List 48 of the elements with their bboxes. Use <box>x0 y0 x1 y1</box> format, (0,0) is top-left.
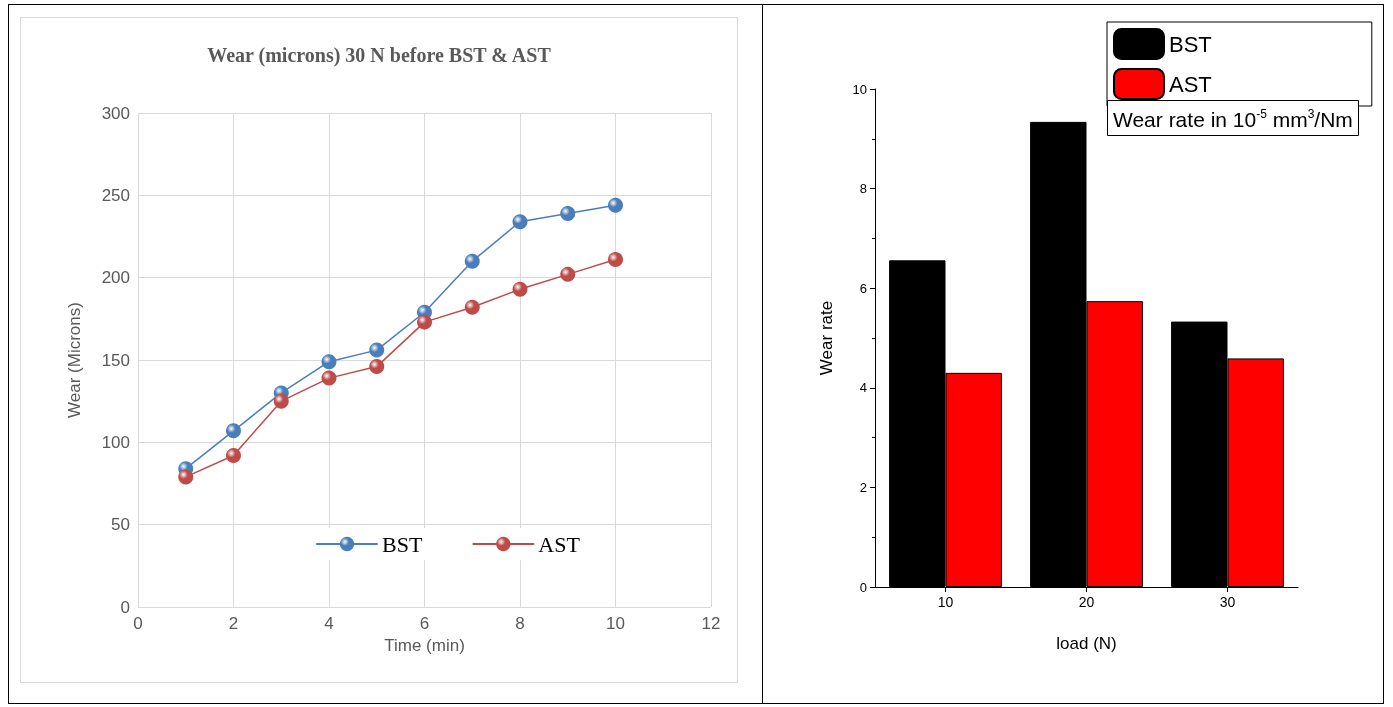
point <box>608 197 623 213</box>
y-axis-title: Wear rate <box>817 300 836 376</box>
point <box>464 253 480 269</box>
y-tick-label: 150 <box>101 350 130 370</box>
point <box>464 299 480 315</box>
chart-title: Wear (microns) 30 N before BST & AST <box>207 44 552 67</box>
point <box>560 266 576 282</box>
x-axis-title: Time (min) <box>384 635 465 655</box>
point <box>608 252 623 268</box>
x-tick-label: 12 <box>701 614 721 633</box>
x-axis-title: load (N) <box>1056 634 1117 653</box>
point <box>369 342 385 358</box>
point <box>560 205 576 221</box>
y-tick-label: 250 <box>101 185 130 205</box>
point <box>321 370 337 386</box>
x-tick-label: 6 <box>419 614 430 633</box>
x-tick-label: 20 <box>1078 594 1095 610</box>
point <box>178 469 194 485</box>
x-tick-label: 10 <box>606 614 625 633</box>
x-tick-label: 0 <box>133 614 143 633</box>
legend-label: BST <box>382 531 423 557</box>
point <box>417 314 432 330</box>
x-tick-label: 4 <box>324 614 334 633</box>
y-tick-label: 200 <box>101 268 130 288</box>
x-tick-label: 8 <box>515 614 525 633</box>
y-tick-label: 0 <box>859 579 867 595</box>
y-tick-label: 50 <box>111 515 130 535</box>
point <box>512 214 528 230</box>
y-tick-label: 4 <box>859 380 867 396</box>
legend-label: AST <box>1169 71 1212 97</box>
point <box>321 354 337 370</box>
legend-label: BST <box>1169 31 1212 57</box>
y-tick-label: 100 <box>101 432 130 452</box>
point <box>512 281 528 297</box>
point <box>369 359 385 375</box>
y-tick-label: 2 <box>859 479 867 495</box>
legend-label: AST <box>538 531 581 557</box>
x-tick-label: 2 <box>228 614 239 633</box>
y-tick-label: 10 <box>852 81 867 97</box>
y-tick-label: 300 <box>101 103 130 123</box>
y-axis-title: Wear (Microns) <box>65 302 84 418</box>
point <box>226 423 241 439</box>
y-tick-label: 8 <box>859 181 867 197</box>
x-tick-label: 10 <box>937 594 954 610</box>
point <box>273 393 289 409</box>
x-tick-label: 30 <box>1219 594 1236 610</box>
y-tick-label: 6 <box>859 280 867 296</box>
point <box>226 448 241 463</box>
